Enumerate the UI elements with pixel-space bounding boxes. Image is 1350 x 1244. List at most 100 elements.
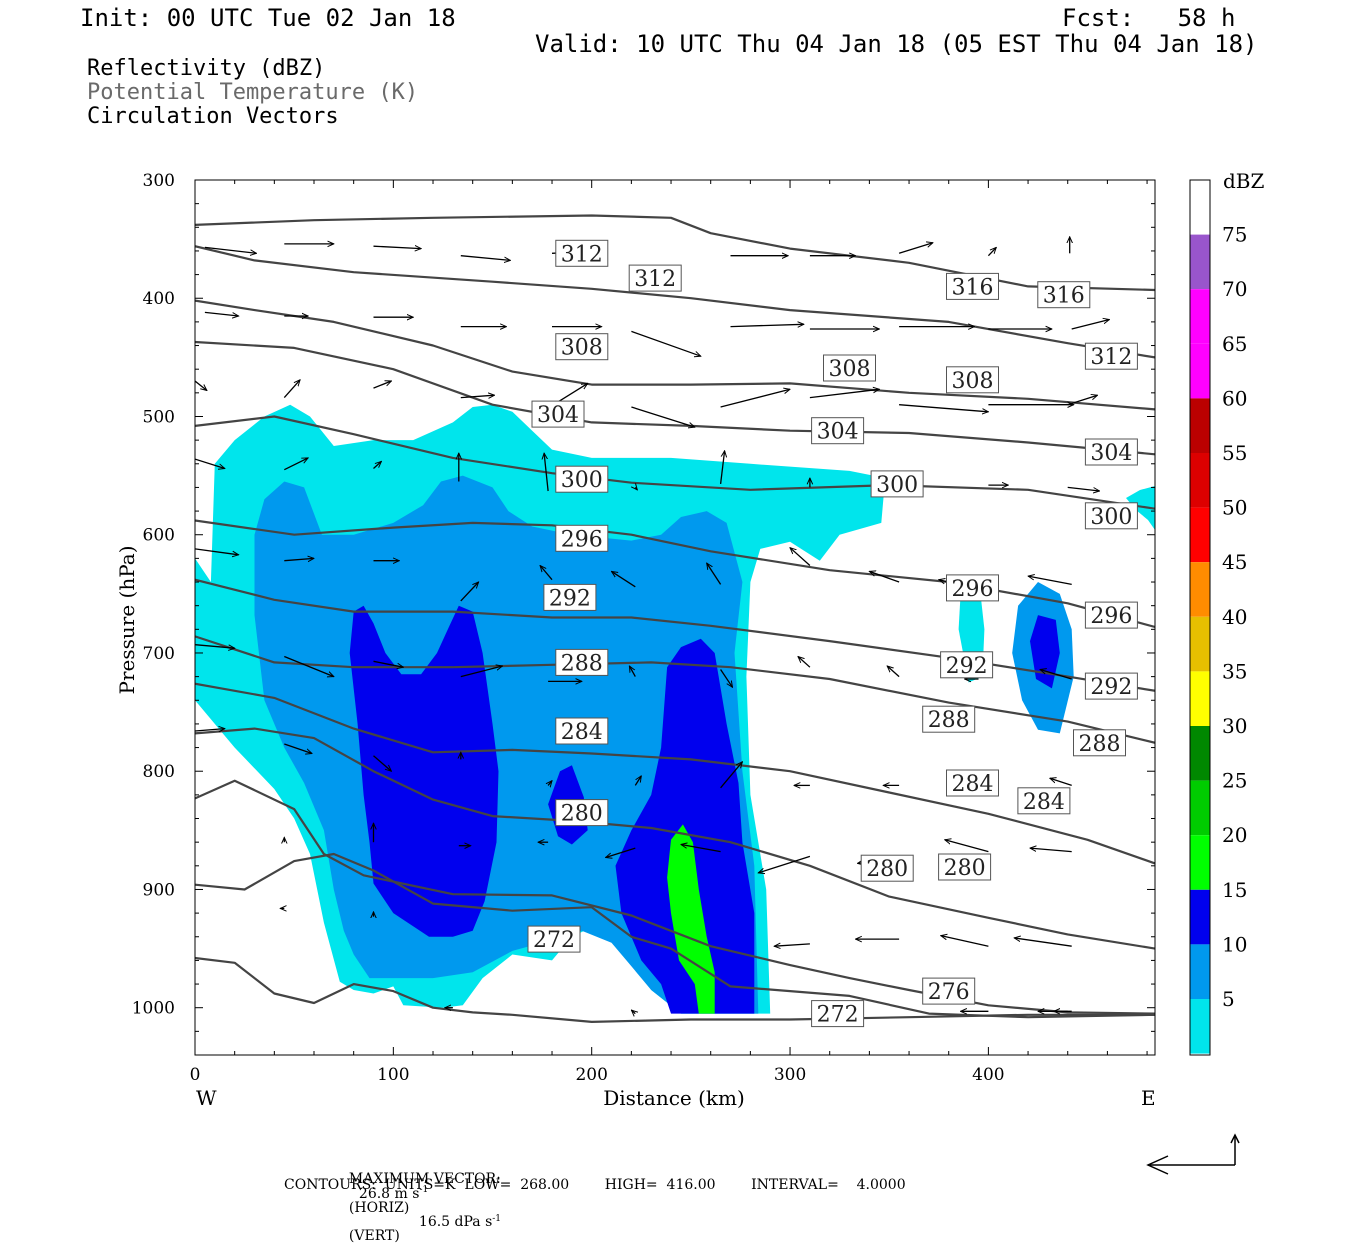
forecast-hour: Fcst: 58 h: [1062, 4, 1236, 32]
y-tick-label: 900: [143, 880, 175, 900]
svg-text:304: 304: [817, 420, 859, 445]
horiz-max-value: 26.8 m s: [358, 1185, 420, 1202]
svg-text:292: 292: [1090, 675, 1132, 700]
circulation-vector: [373, 660, 404, 667]
theta-contour-label: 300: [555, 465, 609, 493]
theta-contour-label: 276: [922, 977, 976, 1005]
circulation-vector: [204, 246, 257, 253]
circulation-vector: [373, 381, 392, 389]
theta-contour-label: 288: [1073, 729, 1126, 757]
circulation-vector: [606, 847, 636, 857]
circulation-vector: [798, 657, 811, 668]
theta-contour-label: 272: [811, 1000, 865, 1028]
circulation-vector: [284, 743, 312, 754]
vert-label: (VERT): [348, 1228, 400, 1244]
svg-text:272: 272: [533, 928, 575, 953]
colorbar-swatch: [1190, 507, 1210, 563]
circulation-vector: [544, 453, 549, 492]
colorbar-unit: dBZ: [1223, 169, 1265, 193]
svg-text:300: 300: [561, 468, 603, 493]
colorbar-label: 15: [1222, 878, 1247, 902]
theta-contour-268: [195, 956, 1155, 1024]
x-tick-label: 200: [575, 1065, 607, 1085]
circulation-vector: [1028, 576, 1072, 586]
circulation-vector: [1067, 395, 1098, 406]
svg-text:276: 276: [928, 980, 970, 1005]
circulation-vector: [707, 563, 722, 585]
colorbar-swatch: [1190, 398, 1210, 453]
circulation-vector: [720, 389, 790, 408]
circulation-vector: [195, 380, 207, 391]
reflectivity-5dbz-region: [1126, 486, 1155, 530]
circulation-vector: [460, 395, 495, 397]
theta-contour-label: 288: [555, 648, 609, 676]
circulation-vector: [460, 666, 503, 678]
colorbar-swatch: [1190, 780, 1210, 836]
colorbar-swatch: [1190, 453, 1210, 508]
colorbar-label: 10: [1222, 932, 1247, 956]
circulation-vector: [899, 404, 988, 412]
theta-contour-label: 296: [1084, 601, 1138, 629]
svg-text:316: 316: [952, 275, 994, 300]
circulation-vector: [548, 781, 552, 786]
circulation-vector: [195, 458, 225, 468]
circulation-vector: [284, 457, 308, 471]
west-label: W: [196, 1086, 217, 1110]
svg-text:308: 308: [561, 336, 603, 361]
colorbar-label: 45: [1222, 550, 1247, 574]
y-tick-label: 800: [143, 762, 175, 782]
circulation-vector: [629, 666, 636, 677]
theta-contour-284: [195, 682, 1155, 865]
theta-contour-288: [195, 635, 1155, 744]
svg-text:312: 312: [634, 267, 676, 292]
svg-text:292: 292: [549, 586, 591, 611]
theta-contour-label: 284: [555, 717, 609, 745]
theta-contour-312: [195, 245, 1155, 359]
y-tick-label: 500: [143, 407, 175, 427]
circulation-vector: [612, 571, 636, 588]
east-label: E: [1141, 1086, 1156, 1110]
x-tick-label: 0: [190, 1065, 201, 1085]
theta-contour-label: 304: [1084, 438, 1138, 466]
reference-vector-arrows: [1146, 1133, 1240, 1175]
colorbar-swatch: [1190, 999, 1210, 1054]
svg-text:308: 308: [952, 369, 994, 394]
theta-contour-label: 272: [527, 925, 581, 953]
circulation-vector: [195, 729, 225, 731]
colorbar-label: 25: [1222, 769, 1247, 793]
svg-text:304: 304: [1090, 441, 1132, 466]
field-reflectivity: Reflectivity (dBZ): [87, 56, 326, 81]
svg-text:296: 296: [1090, 604, 1132, 629]
colorbar-swatch: [1190, 671, 1210, 726]
colorbar-swatch: [1190, 289, 1210, 344]
colorbar-swatch: [1190, 889, 1210, 945]
circulation-vector: [945, 840, 989, 853]
circulation-vector: [1014, 938, 1072, 947]
theta-contour-label: 280: [555, 799, 609, 827]
theta-contour-label: 284: [1017, 787, 1071, 815]
circulation-vector: [1030, 848, 1072, 853]
theta-contour-label: 312: [1084, 342, 1138, 370]
colorbar-label: 65: [1222, 332, 1247, 356]
x-tick-label: 400: [972, 1065, 1004, 1085]
reflectivity-20dbz-region: [667, 824, 715, 1014]
colorbar-label: 50: [1222, 496, 1247, 520]
theta-contour-label: 308: [823, 354, 876, 382]
theta-contour-308: [195, 299, 1155, 411]
circulation-vector: [204, 311, 239, 316]
colorbar-swatch: [1190, 726, 1210, 781]
colorbar-swatch: [1190, 616, 1210, 672]
colorbar-label: 75: [1222, 223, 1247, 247]
contours-info: CONTOURS: UNITS=K LOW= 268.00 HIGH= 416.…: [284, 1177, 906, 1193]
y-tick-label: 300: [143, 171, 175, 191]
y-tick-label: 700: [143, 644, 175, 664]
theta-contour-label: 296: [555, 524, 609, 552]
vert-exponent: -1: [492, 1213, 502, 1224]
colorbar-swatch: [1190, 944, 1210, 999]
circulation-vector: [809, 389, 879, 399]
y-axis-label: Pressure (hPa): [115, 546, 139, 695]
theta-contour-label: 316: [1037, 281, 1091, 309]
field-potential-temperature: Potential Temperature (K): [87, 80, 419, 105]
circulation-vector: [373, 755, 392, 771]
theta-contour-label: 300: [870, 470, 924, 498]
